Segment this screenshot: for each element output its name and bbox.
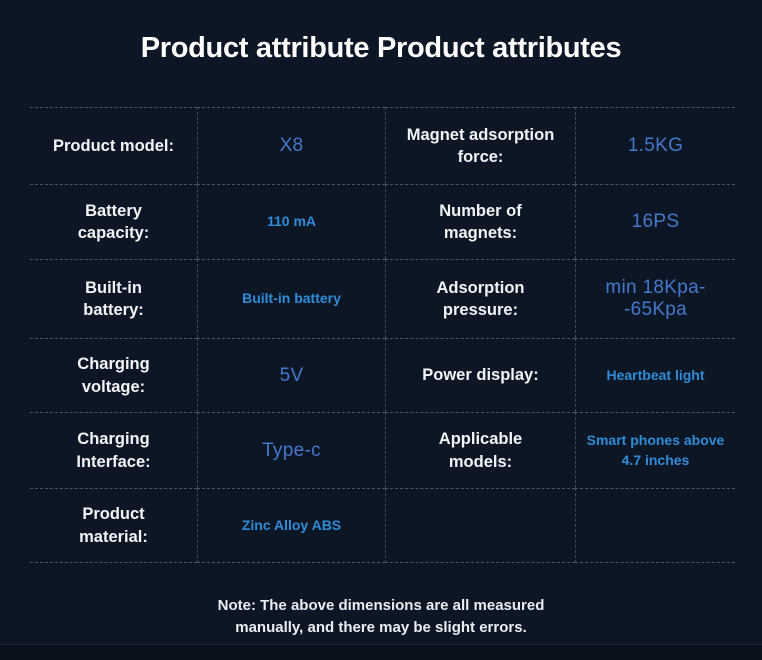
value-battery-capacity: 110 mA bbox=[197, 184, 385, 259]
value-number-of-magnets: 16PS bbox=[575, 184, 735, 259]
label-battery-capacity: Battery capacity: bbox=[30, 184, 197, 259]
label-charging-interface: Charging Interface: bbox=[30, 412, 197, 488]
value-power-display: Heartbeat light bbox=[575, 338, 735, 412]
label-applicable-models: Applicable models: bbox=[385, 412, 575, 488]
label-charging-voltage: Charging voltage: bbox=[30, 338, 197, 412]
page-title: Product attribute Product attributes bbox=[140, 32, 622, 64]
value-product-model: X8 bbox=[197, 107, 385, 184]
label-number-of-magnets: Number of magnets: bbox=[385, 184, 575, 259]
value-built-in-battery: Built-in battery bbox=[197, 259, 385, 338]
value-charging-interface: Type-c bbox=[197, 412, 385, 488]
spec-table: Product model: X8 Magnet adsorption forc… bbox=[30, 107, 735, 563]
value-magnet-adsorption-force: 1.5KG bbox=[575, 107, 735, 184]
value-adsorption-pressure: min 18Kpa--65Kpa bbox=[575, 259, 735, 338]
label-built-in-battery: Built-in battery: bbox=[30, 259, 197, 338]
empty-value-cell bbox=[575, 488, 735, 563]
value-charging-voltage: 5V bbox=[197, 338, 385, 412]
label-power-display: Power display: bbox=[385, 338, 575, 412]
empty-label-cell bbox=[385, 488, 575, 563]
label-adsorption-pressure: Adsorption pressure: bbox=[385, 259, 575, 338]
measurement-note: Note: The above dimensions are all measu… bbox=[217, 597, 545, 636]
footer-strip bbox=[0, 644, 762, 660]
label-magnet-adsorption-force: Magnet adsorption force: bbox=[385, 107, 575, 184]
label-product-material: Product material: bbox=[30, 488, 197, 563]
label-product-model: Product model: bbox=[30, 107, 197, 184]
value-applicable-models: Smart phones above 4.7 inches bbox=[575, 412, 735, 488]
value-product-material: Zinc Alloy ABS bbox=[197, 488, 385, 563]
